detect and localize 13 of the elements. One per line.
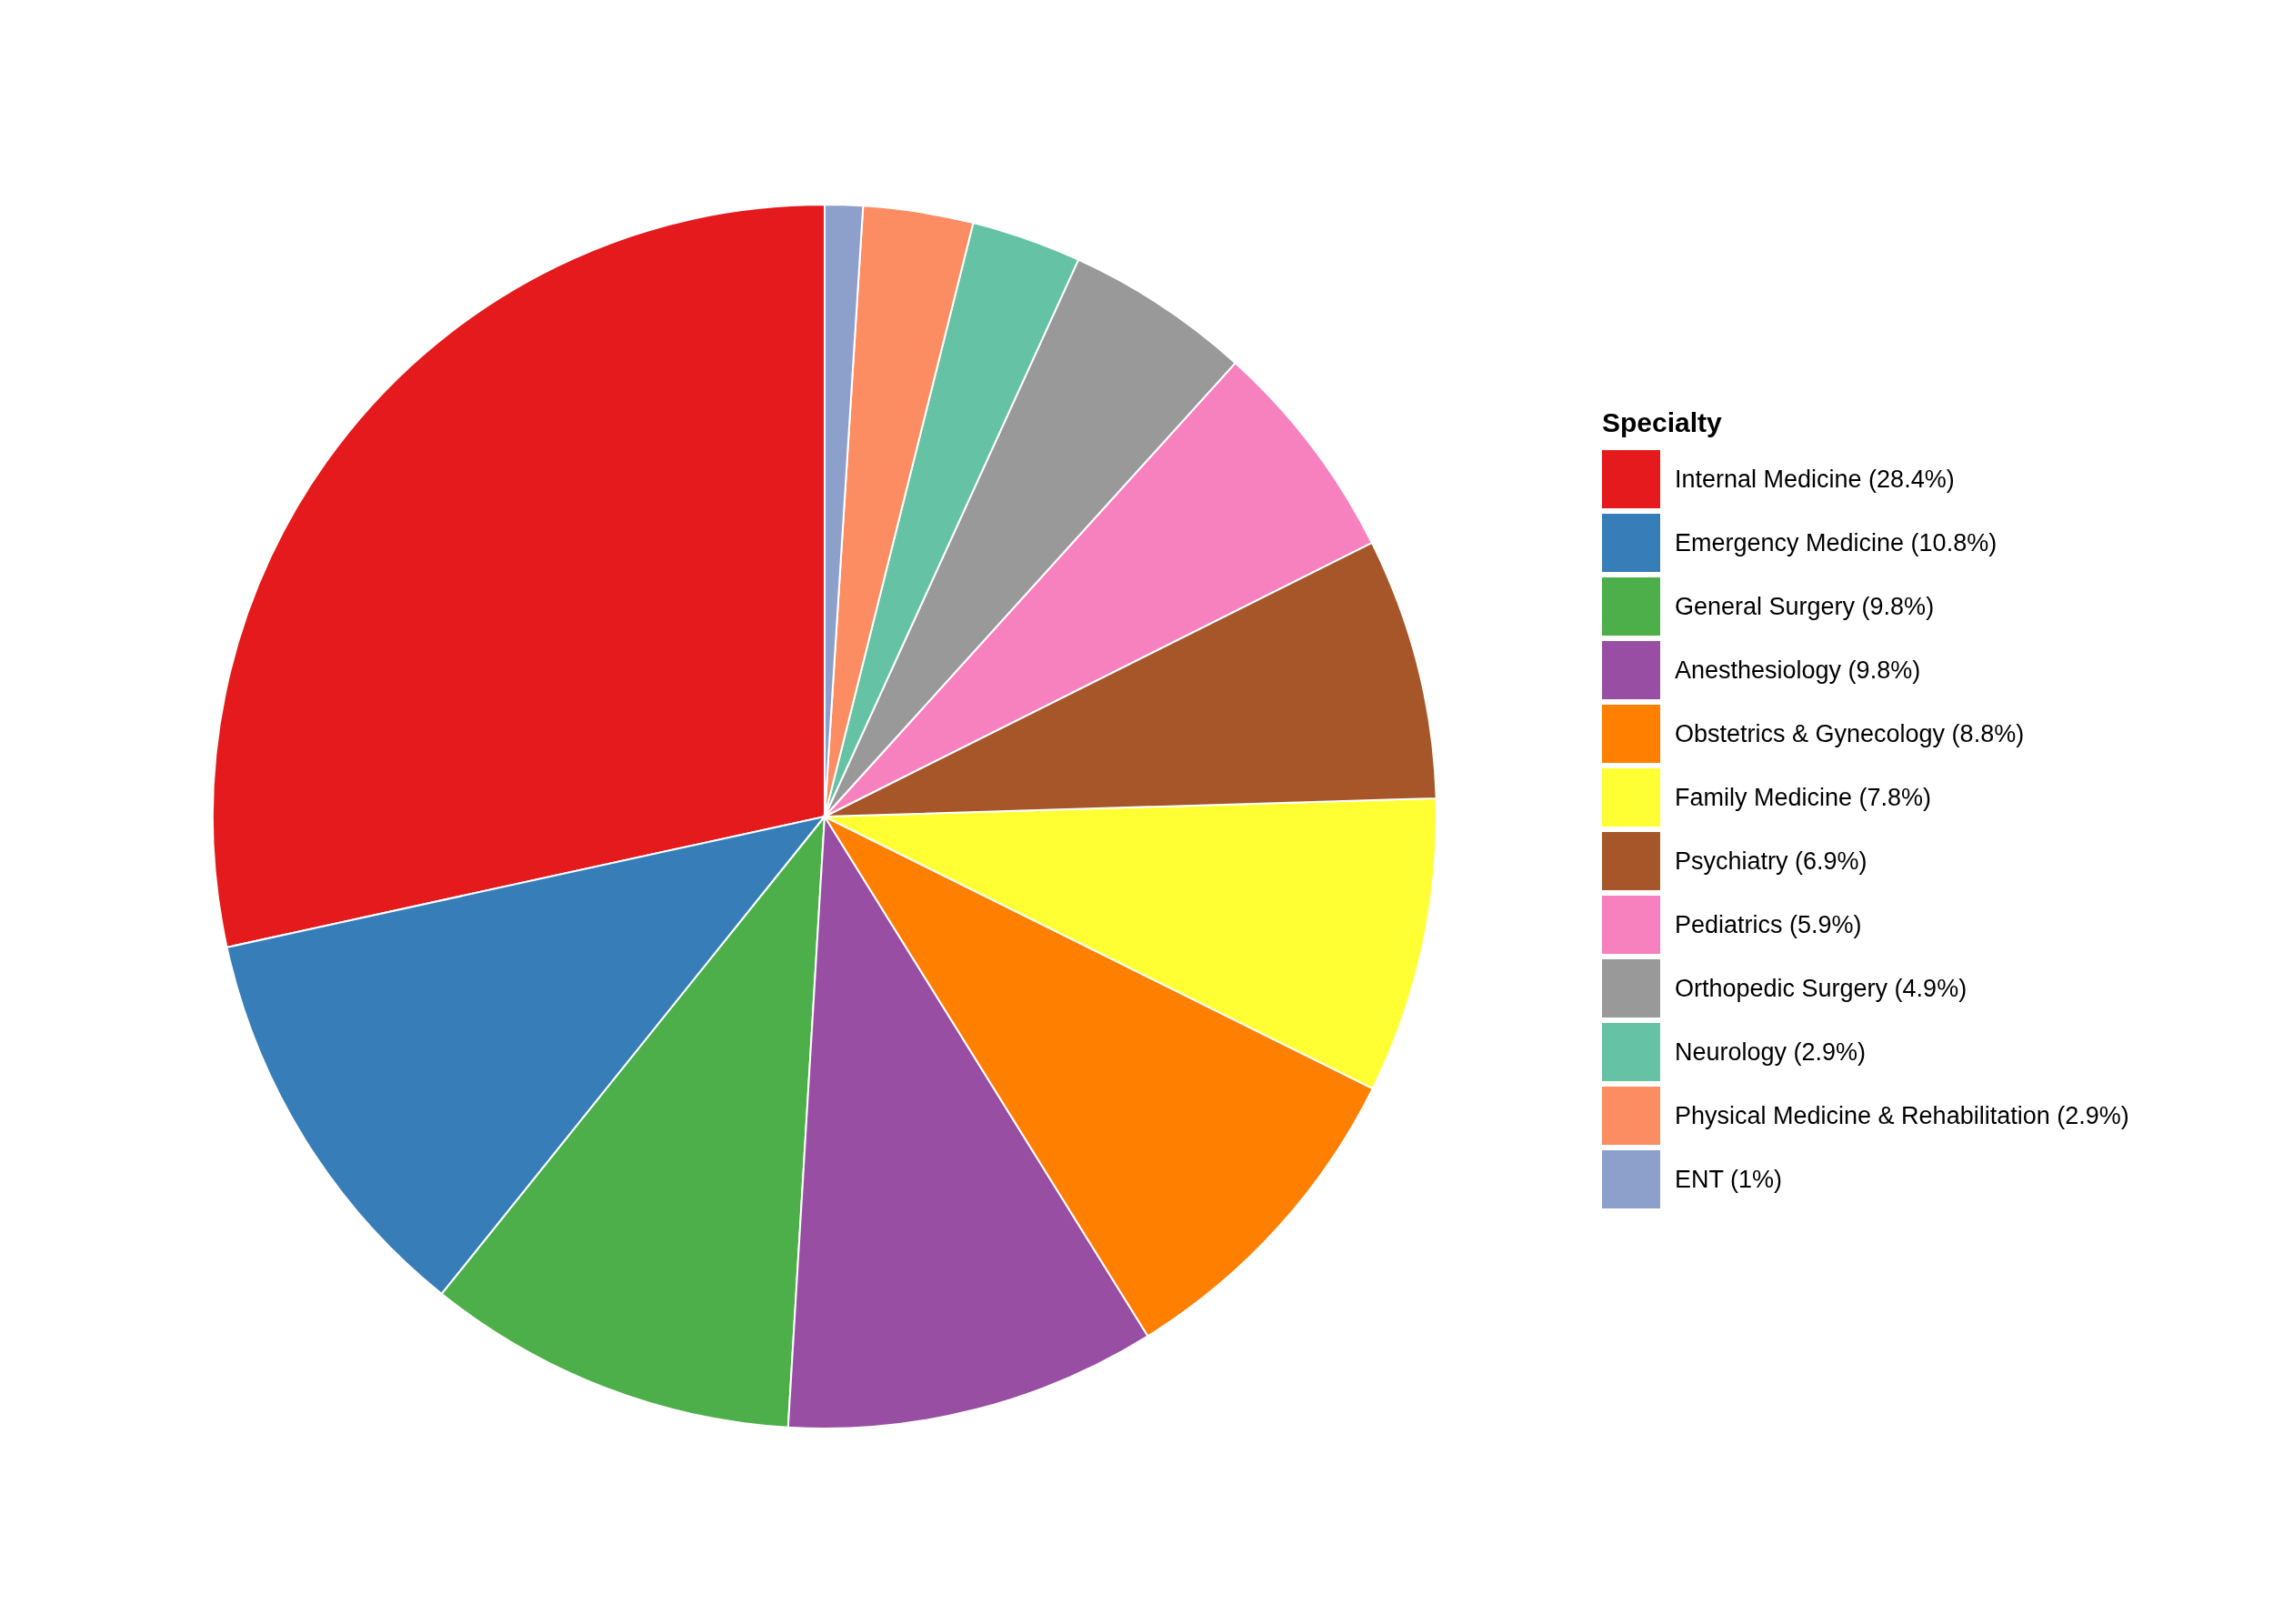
legend-label: Neurology (2.9%) bbox=[1675, 1038, 1867, 1067]
legend-label: ENT (1%) bbox=[1675, 1165, 1783, 1194]
legend-label: Internal Medicine (28.4%) bbox=[1675, 465, 1955, 494]
legend-label: Pediatrics (5.9%) bbox=[1675, 910, 1862, 939]
legend-label: Psychiatry (6.9%) bbox=[1675, 847, 1867, 876]
legend-title: Specialty bbox=[1602, 407, 1723, 438]
legend-label: General Surgery (9.8%) bbox=[1675, 592, 1935, 621]
legend-label: Emergency Medicine (10.8%) bbox=[1675, 528, 1998, 557]
legend-label: Obstetrics & Gynecology (8.8%) bbox=[1675, 719, 2025, 748]
legend-label: Family Medicine (7.8%) bbox=[1675, 783, 1932, 812]
legend-label: Anesthesiology (9.8%) bbox=[1675, 656, 1921, 685]
legend-label: Orthopedic Surgery (4.9%) bbox=[1675, 974, 1968, 1003]
legend-label: Physical Medicine & Rehabilitation (2.9%) bbox=[1675, 1101, 2129, 1130]
